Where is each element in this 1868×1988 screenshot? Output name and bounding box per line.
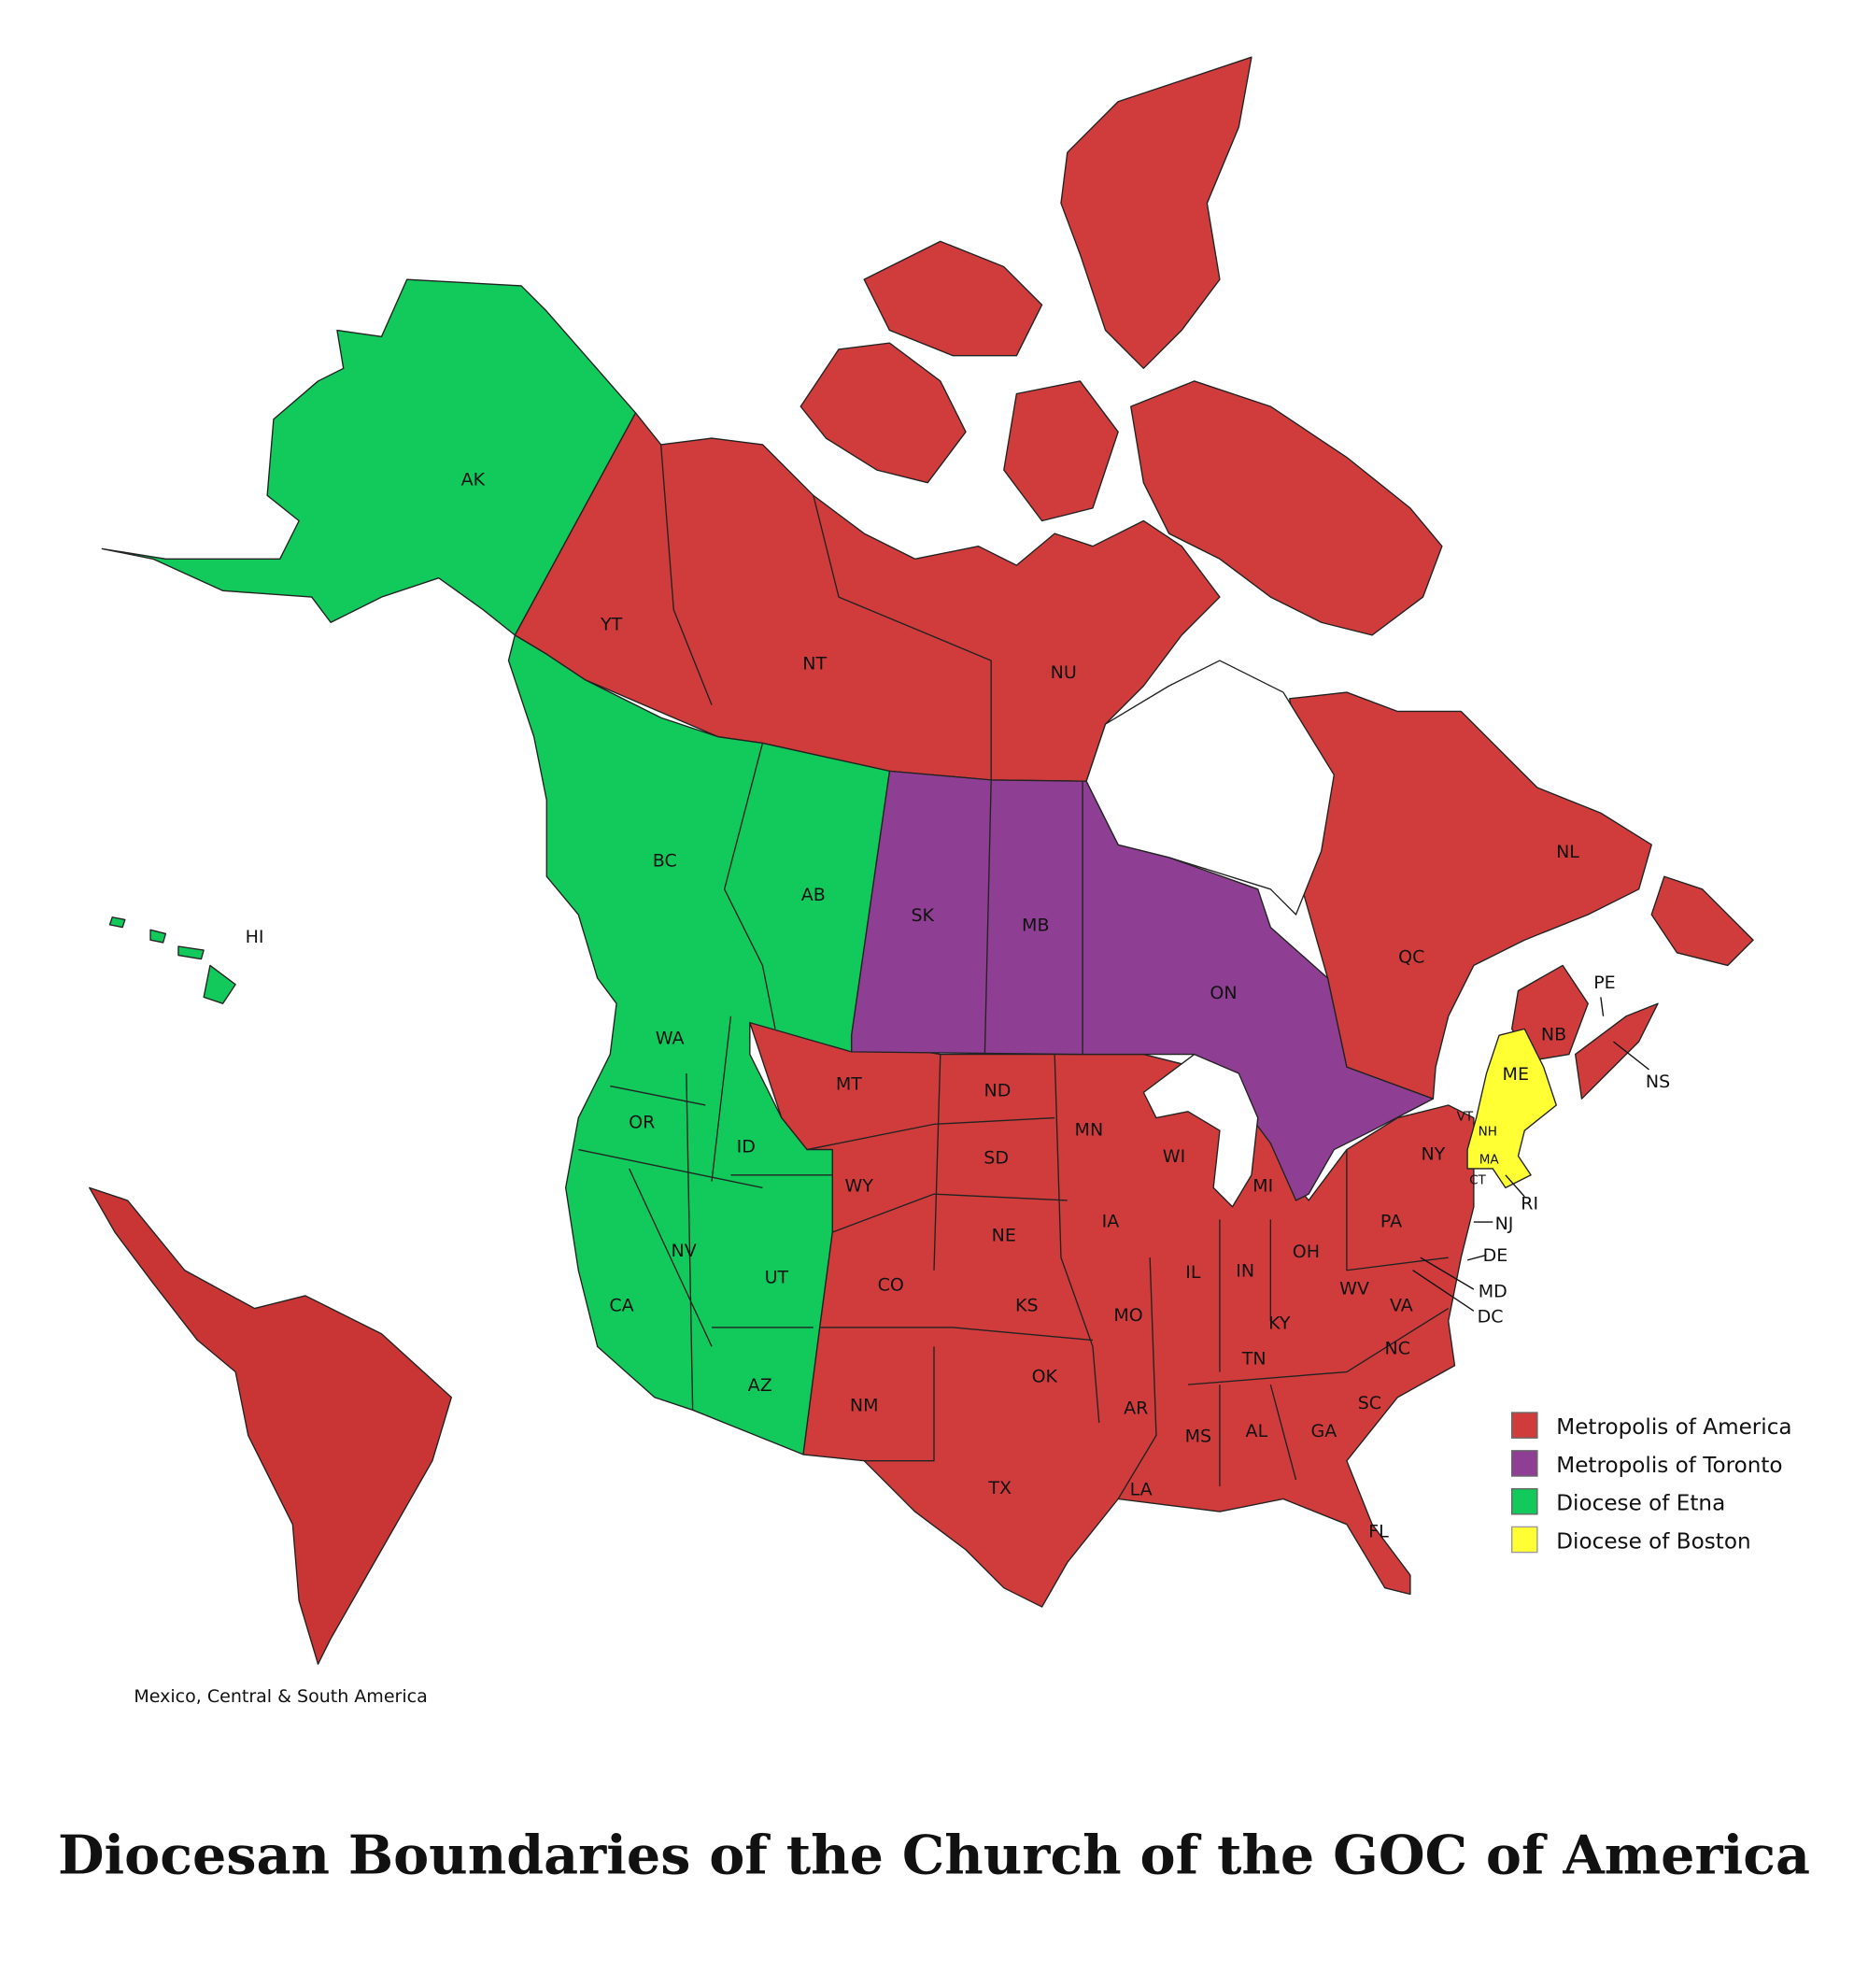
state-borders	[578, 444, 1450, 1499]
leader-lines	[1412, 997, 1649, 1312]
region-label-wv: WV	[1339, 1279, 1369, 1299]
great-lakes	[1142, 1053, 1259, 1208]
inset-caption: Mexico, Central & South America	[134, 1686, 427, 1707]
region-label-id: ID	[737, 1136, 756, 1157]
region-label-mt: MT	[836, 1074, 862, 1095]
region-label-wi: WI	[1163, 1146, 1185, 1167]
region-label-ri: RI	[1521, 1193, 1538, 1214]
region-label-il: IL	[1185, 1262, 1201, 1283]
region-arctic-islands-2	[863, 240, 1043, 357]
region-label-nl: NL	[1556, 842, 1579, 862]
region-label-sc: SC	[1358, 1393, 1381, 1413]
region-label-ks: KS	[1015, 1295, 1039, 1315]
region-label-nc: NC	[1385, 1338, 1411, 1358]
region-label-oh: OH	[1293, 1242, 1320, 1262]
region-label-ar: AR	[1124, 1398, 1148, 1418]
legend-label-metropolis-of-america: Metropolis of America	[1556, 1415, 1791, 1440]
region-label-la: LA	[1130, 1479, 1153, 1499]
region-label-fl: FL	[1368, 1521, 1389, 1541]
region-label-vt: VT	[1457, 1109, 1474, 1124]
region-label-or: OR	[629, 1112, 655, 1132]
legend-label-diocese-of-boston: Diocese of Boston	[1556, 1530, 1750, 1555]
region-label-ab: AB	[801, 885, 826, 905]
legend-swatch-metropolis-of-toronto	[1511, 1450, 1538, 1477]
region-label-ma: MA	[1479, 1153, 1500, 1168]
region-label-al: AL	[1246, 1421, 1268, 1441]
region-label-bc: BC	[653, 850, 677, 871]
legend-swatch-metropolis-of-america	[1511, 1412, 1538, 1439]
region-label-ga: GA	[1311, 1421, 1337, 1441]
region-label-nu: NU	[1051, 662, 1077, 683]
region-label-tn: TN	[1241, 1348, 1267, 1369]
region-label-tx: TX	[987, 1478, 1012, 1498]
region-alaska	[101, 278, 637, 636]
legend-swatch-diocese-of-boston	[1511, 1526, 1538, 1554]
region-label-yt: YT	[600, 614, 623, 634]
region-label-pa: PA	[1380, 1212, 1402, 1232]
region-label-nj: NJ	[1495, 1214, 1514, 1234]
region-label-wy: WY	[845, 1175, 874, 1196]
region-label-az: AZ	[748, 1375, 772, 1396]
region-label-nh: NH	[1479, 1125, 1497, 1140]
map-shapes	[89, 56, 1754, 1665]
region-label-ak: AK	[461, 469, 486, 490]
region-label-ky: KY	[1268, 1313, 1291, 1333]
region-label-va: VA	[1390, 1295, 1413, 1315]
region-label-sd: SD	[984, 1148, 1009, 1169]
region-label-dc: DC	[1478, 1306, 1504, 1327]
legend-label-diocese-of-etna: Diocese of Etna	[1556, 1492, 1725, 1516]
legend-label-metropolis-of-toronto: Metropolis of Toronto	[1556, 1454, 1782, 1478]
map-title: Diocesan Boundaries of the Church of the…	[58, 1825, 1810, 1887]
region-label-co: CO	[878, 1275, 904, 1296]
region-baffin-island	[1130, 380, 1443, 636]
region-label-ct: CT	[1469, 1172, 1486, 1187]
region-label-on: ON	[1210, 983, 1237, 1003]
region-hawaii-3	[149, 929, 167, 944]
region-label-mn: MN	[1075, 1120, 1104, 1141]
region-newfoundland	[1650, 875, 1754, 967]
region-etna-mainland	[507, 634, 891, 1456]
region-arctic-islands-3	[1060, 56, 1252, 370]
region-label-me: ME	[1503, 1064, 1529, 1085]
region-labels: AK HI BC AB WA OR ID NV UT CA AZ SK MB ON ME NH MA RI YT NT…	[246, 469, 1671, 1541]
region-label-in: IN	[1236, 1261, 1254, 1282]
region-label-ns: NS	[1646, 1072, 1670, 1092]
region-label-ia: IA	[1102, 1212, 1120, 1232]
region-label-md: MD	[1479, 1281, 1507, 1301]
region-hawaii-4	[108, 916, 126, 929]
region-label-mi: MI	[1252, 1175, 1273, 1196]
region-arctic-islands-1	[800, 342, 967, 484]
legend-swatch-diocese-of-etna	[1511, 1487, 1538, 1515]
region-label-ms: MS	[1185, 1426, 1211, 1446]
region-latin-america	[89, 1186, 452, 1665]
region-label-ok: OK	[1032, 1366, 1058, 1386]
region-label-pe: PE	[1593, 973, 1615, 993]
region-label-hi: HI	[246, 927, 264, 947]
region-label-mb: MB	[1022, 916, 1049, 936]
region-label-nd: ND	[984, 1080, 1012, 1100]
legend: Metropolis of America Metropolis of Toro…	[1511, 1412, 1792, 1555]
region-label-qc: QC	[1398, 947, 1424, 968]
region-arctic-islands-4	[1003, 380, 1119, 522]
region-label-de: DE	[1483, 1245, 1508, 1266]
region-hawaii	[203, 964, 236, 1004]
region-new-brunswick	[1511, 964, 1589, 1062]
region-label-sk: SK	[911, 905, 934, 926]
region-hawaii-2	[177, 945, 205, 960]
region-label-ut: UT	[765, 1267, 789, 1287]
region-label-mo: MO	[1113, 1305, 1142, 1326]
region-label-ca: CA	[609, 1295, 633, 1315]
region-label-ne: NE	[992, 1225, 1016, 1245]
region-label-nb: NB	[1541, 1025, 1566, 1045]
region-label-nt: NT	[802, 654, 827, 674]
region-label-nv: NV	[672, 1241, 697, 1261]
region-nova-scotia	[1574, 1002, 1659, 1100]
region-label-ny: NY	[1421, 1143, 1445, 1164]
region-label-wa: WA	[656, 1029, 685, 1049]
hudson-bay	[1085, 660, 1335, 916]
region-label-nm: NM	[850, 1396, 879, 1416]
region-boston	[1466, 1028, 1557, 1189]
